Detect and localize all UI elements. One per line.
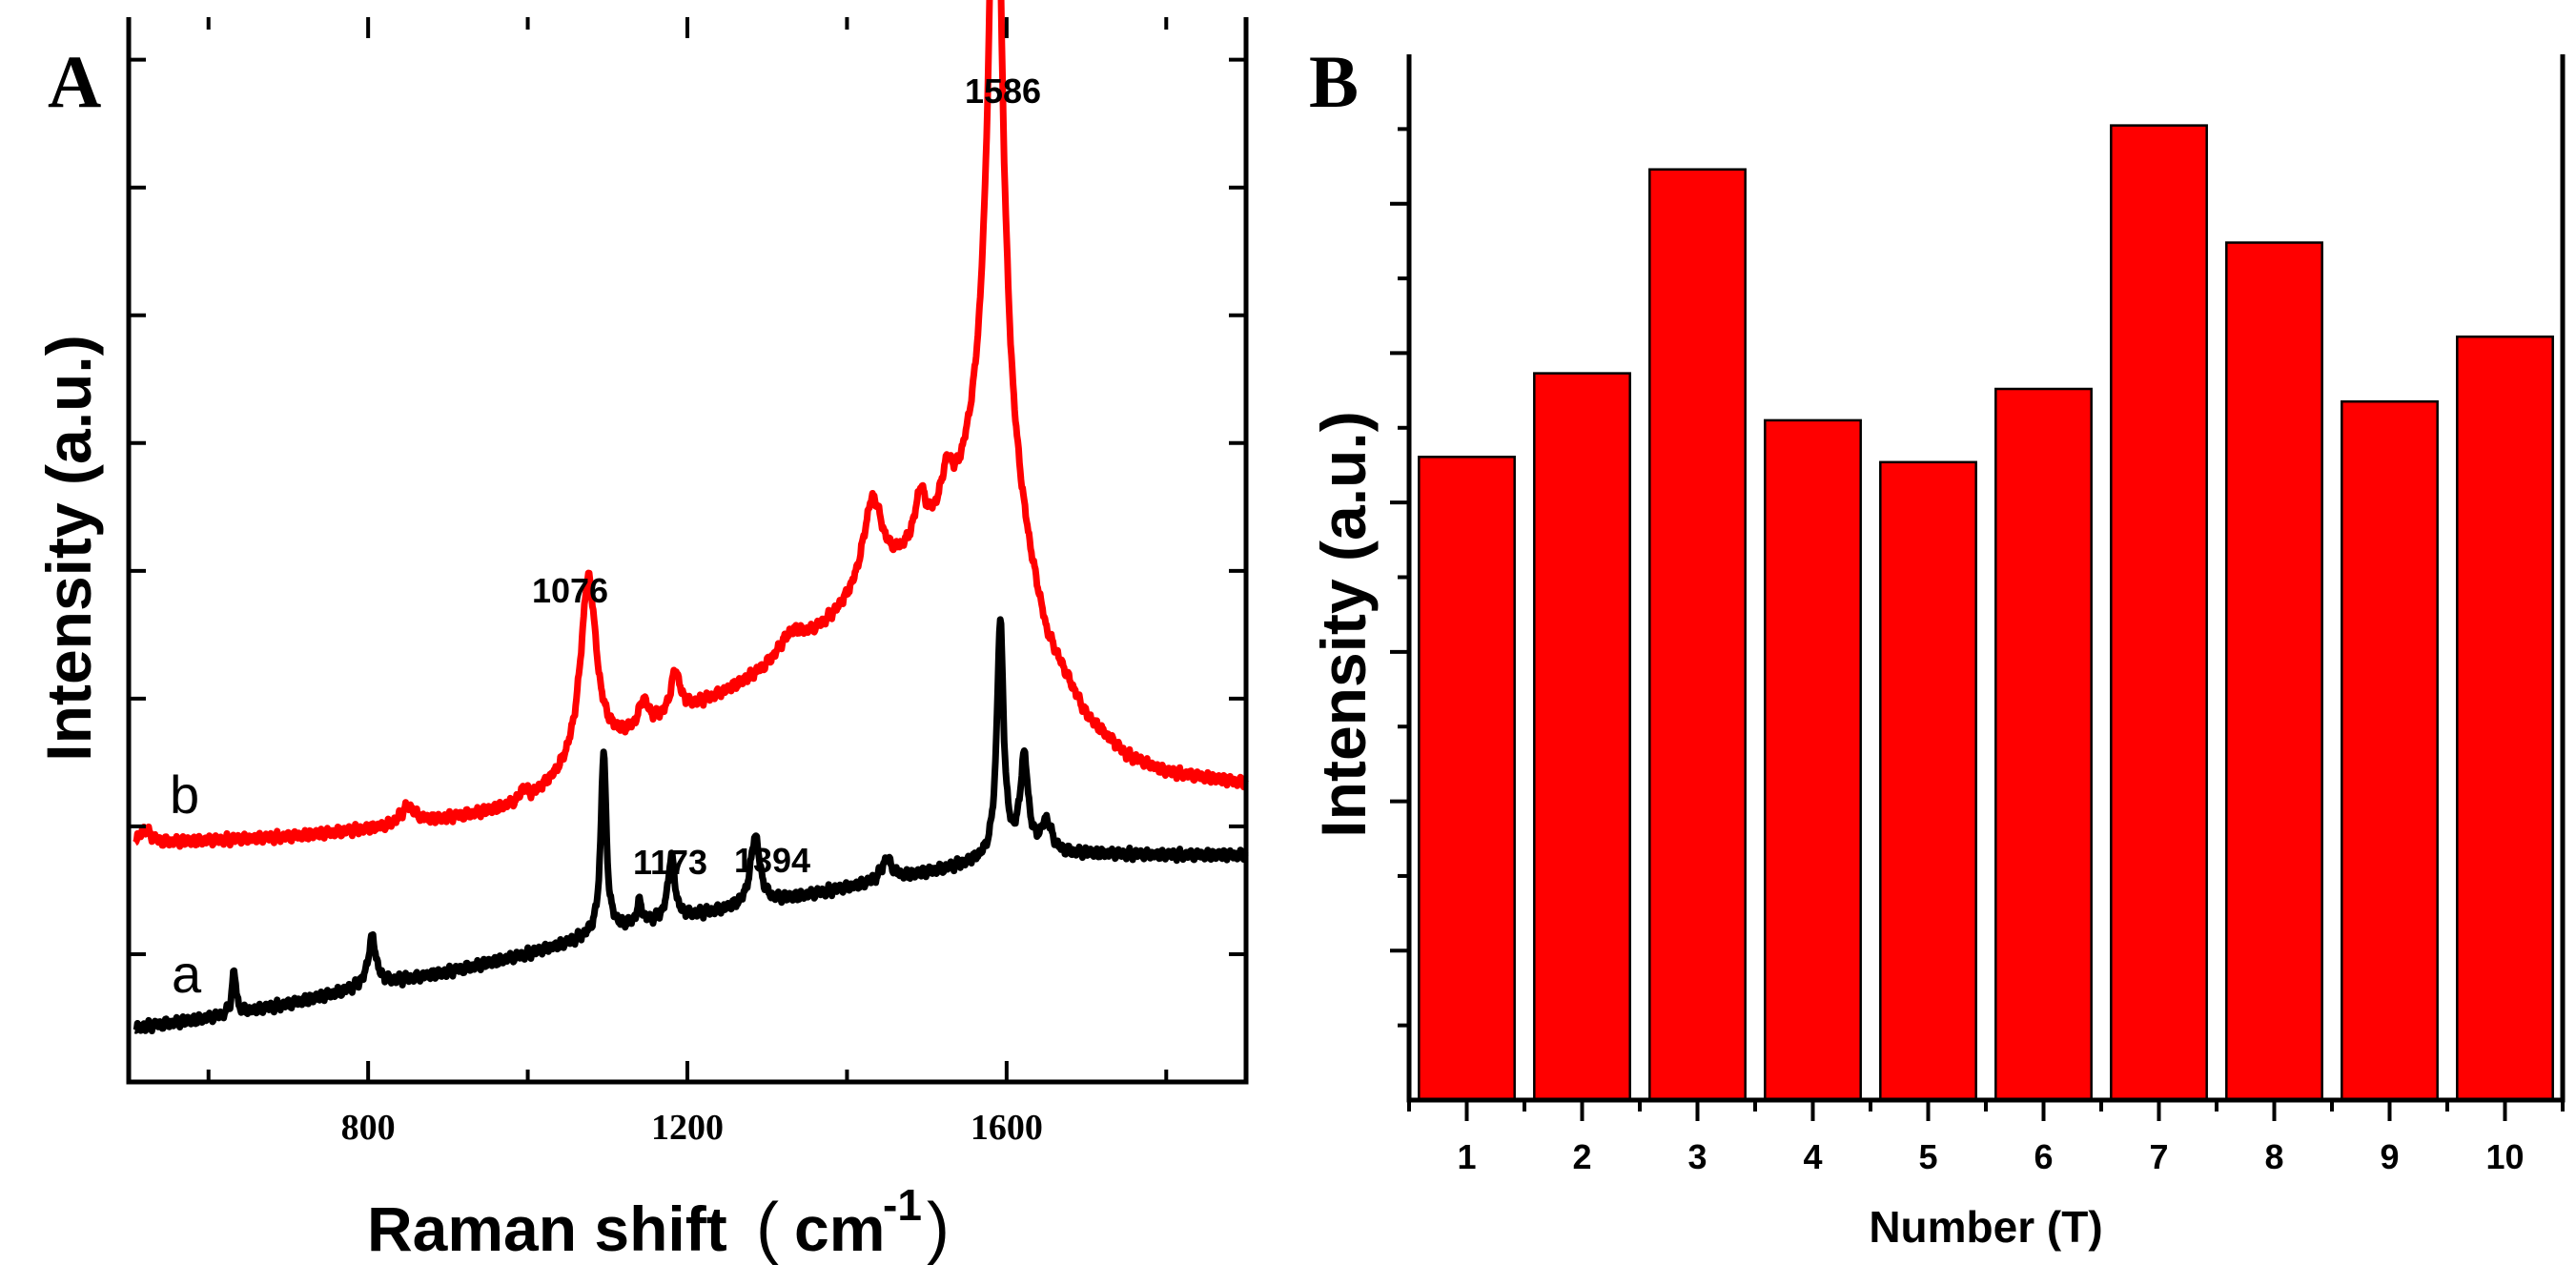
x-axis-title-unit: cm bbox=[794, 1193, 885, 1264]
panel-a-spectra bbox=[133, 0, 1249, 1034]
spectrum-b bbox=[133, 0, 1249, 850]
bar-5 bbox=[1879, 460, 1977, 1102]
bar-7 bbox=[2110, 124, 2208, 1102]
bar-10 bbox=[2456, 335, 2554, 1102]
x-tick-label: 1 bbox=[1457, 1137, 1476, 1176]
x-tick-label: 6 bbox=[2034, 1137, 2053, 1176]
panel-b-y-ticks bbox=[1390, 127, 1409, 1028]
panel-b-x-ticks: 1 2 3 4 5 6 7 8 9 10 bbox=[1407, 1100, 2565, 1176]
x-tick-label: 8 bbox=[2264, 1137, 2283, 1176]
panel-b-bars bbox=[1418, 124, 2554, 1102]
peak-label-1173: 1173 bbox=[633, 843, 707, 882]
x-tick-label: 800 bbox=[341, 1108, 396, 1148]
x-tick-label: 9 bbox=[2380, 1137, 2399, 1176]
x-tick-label: 2 bbox=[1572, 1137, 1591, 1176]
bar-6 bbox=[1994, 387, 2093, 1102]
bar-1 bbox=[1418, 456, 1516, 1102]
x-tick-label: 7 bbox=[2149, 1137, 2168, 1176]
x-axis-title-main: Raman shift bbox=[367, 1193, 727, 1264]
peak-label-1394: 1394 bbox=[734, 841, 810, 880]
x-tick-label: 10 bbox=[2485, 1137, 2524, 1176]
panel-a-label: A bbox=[48, 40, 101, 123]
x-axis-title-open-paren: ( bbox=[756, 1190, 779, 1266]
bar-3 bbox=[1648, 168, 1747, 1102]
curve-label-b: b bbox=[170, 765, 199, 825]
panel-a: A Intensity (a.u.) 800 1200 1600 b a 1586 … bbox=[33, 0, 1249, 1266]
peak-label-1586: 1586 bbox=[965, 71, 1041, 111]
panel-a-y-ticks bbox=[129, 57, 1246, 956]
x-axis-title-close-paren: ) bbox=[927, 1190, 950, 1266]
curve-label-a: a bbox=[172, 944, 202, 1004]
bar-9 bbox=[2341, 399, 2439, 1102]
panel-b-x-axis-title: Number (T) bbox=[1869, 1202, 2102, 1252]
panel-b: B Intensity (a.u.) 1 2 3 4 5 6 7 8 9 10 Number (T… bbox=[1308, 40, 2566, 1252]
panel-a-x-axis-title: Raman shift ( cm -1 ) bbox=[367, 1180, 950, 1266]
x-tick-label: 5 bbox=[1918, 1137, 1937, 1176]
bar-8 bbox=[2225, 241, 2323, 1102]
bar-2 bbox=[1533, 372, 1631, 1102]
x-tick-label: 4 bbox=[1803, 1137, 1822, 1176]
panel-b-y-axis-title: Intensity (a.u.) bbox=[1308, 411, 1379, 837]
panel-a-x-ticks: 800 1200 1600 bbox=[206, 17, 1169, 1148]
panel-a-y-axis-title: Intensity (a.u.) bbox=[33, 335, 104, 761]
peak-label-1076: 1076 bbox=[532, 571, 608, 610]
x-tick-label: 1200 bbox=[651, 1108, 724, 1148]
bar-4 bbox=[1764, 418, 1862, 1102]
x-axis-title-exponent: -1 bbox=[883, 1180, 922, 1230]
panel-a-axes-frame bbox=[126, 17, 1249, 1085]
x-tick-label: 3 bbox=[1687, 1137, 1707, 1176]
x-tick-label: 1600 bbox=[971, 1108, 1043, 1148]
spectrum-a bbox=[133, 616, 1249, 1034]
panel-b-label: B bbox=[1309, 40, 1359, 123]
